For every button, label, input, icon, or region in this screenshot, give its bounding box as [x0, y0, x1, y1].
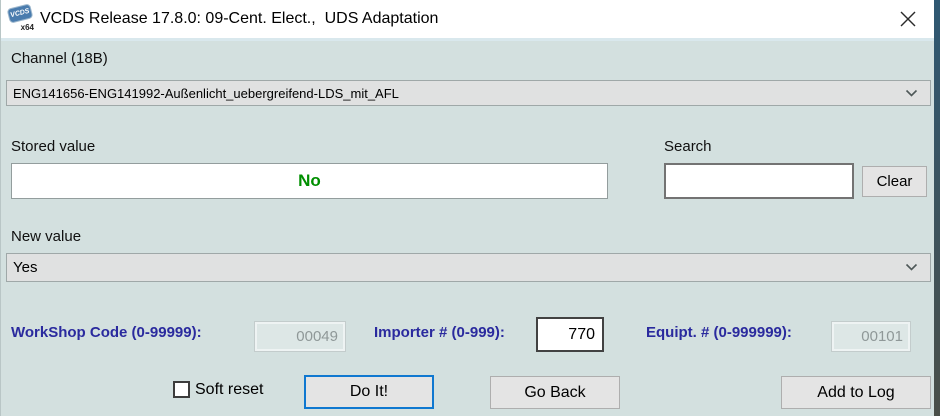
equipment-field: 00101 — [831, 321, 911, 352]
close-button[interactable] — [885, 0, 931, 38]
equipment-label: Equipt. # (0-999999): — [646, 324, 792, 341]
chevron-down-icon — [905, 263, 930, 272]
new-value-combobox[interactable]: Yes — [6, 253, 931, 282]
importer-input[interactable] — [536, 317, 604, 352]
window-edge — [934, 0, 940, 416]
stored-value-display: No — [11, 163, 608, 199]
search-input[interactable] — [664, 163, 854, 199]
soft-reset-checkbox[interactable] — [173, 381, 190, 398]
channel-label: Channel (18B) — [11, 50, 108, 67]
vcds-app-icon: VCDS x64 — [7, 4, 34, 32]
add-to-log-button[interactable]: Add to Log — [781, 376, 931, 409]
new-value-text: Yes — [13, 259, 38, 276]
close-icon — [900, 11, 916, 27]
vcds-x64-label: x64 — [20, 23, 34, 32]
new-value-label: New value — [11, 228, 82, 245]
vcds-logo: VCDS — [7, 4, 33, 23]
do-it-button[interactable]: Do It! — [304, 375, 434, 409]
titlebar-divider — [1, 38, 935, 41]
workshop-code-field: 00049 — [254, 321, 346, 352]
chevron-down-icon — [905, 89, 930, 98]
window-title: VCDS Release 17.8.0: 09-Cent. Elect., UD… — [40, 10, 439, 27]
importer-label: Importer # (0-999): — [374, 324, 505, 341]
search-label: Search — [664, 138, 712, 155]
channel-value: ENG141656-ENG141992-Außenlicht_uebergrei… — [13, 85, 399, 101]
clear-button[interactable]: Clear — [862, 166, 927, 197]
channel-combobox[interactable]: ENG141656-ENG141992-Außenlicht_uebergrei… — [6, 80, 931, 106]
stored-value-label: Stored value — [11, 138, 96, 155]
soft-reset-label: Soft reset — [195, 381, 264, 398]
workshop-code-label: WorkShop Code (0-99999): — [11, 324, 202, 341]
stored-value-text: No — [298, 171, 321, 190]
title-bar: VCDS x64 VCDS Release 17.8.0: 09-Cent. E… — [1, 0, 935, 38]
go-back-button[interactable]: Go Back — [490, 376, 620, 409]
